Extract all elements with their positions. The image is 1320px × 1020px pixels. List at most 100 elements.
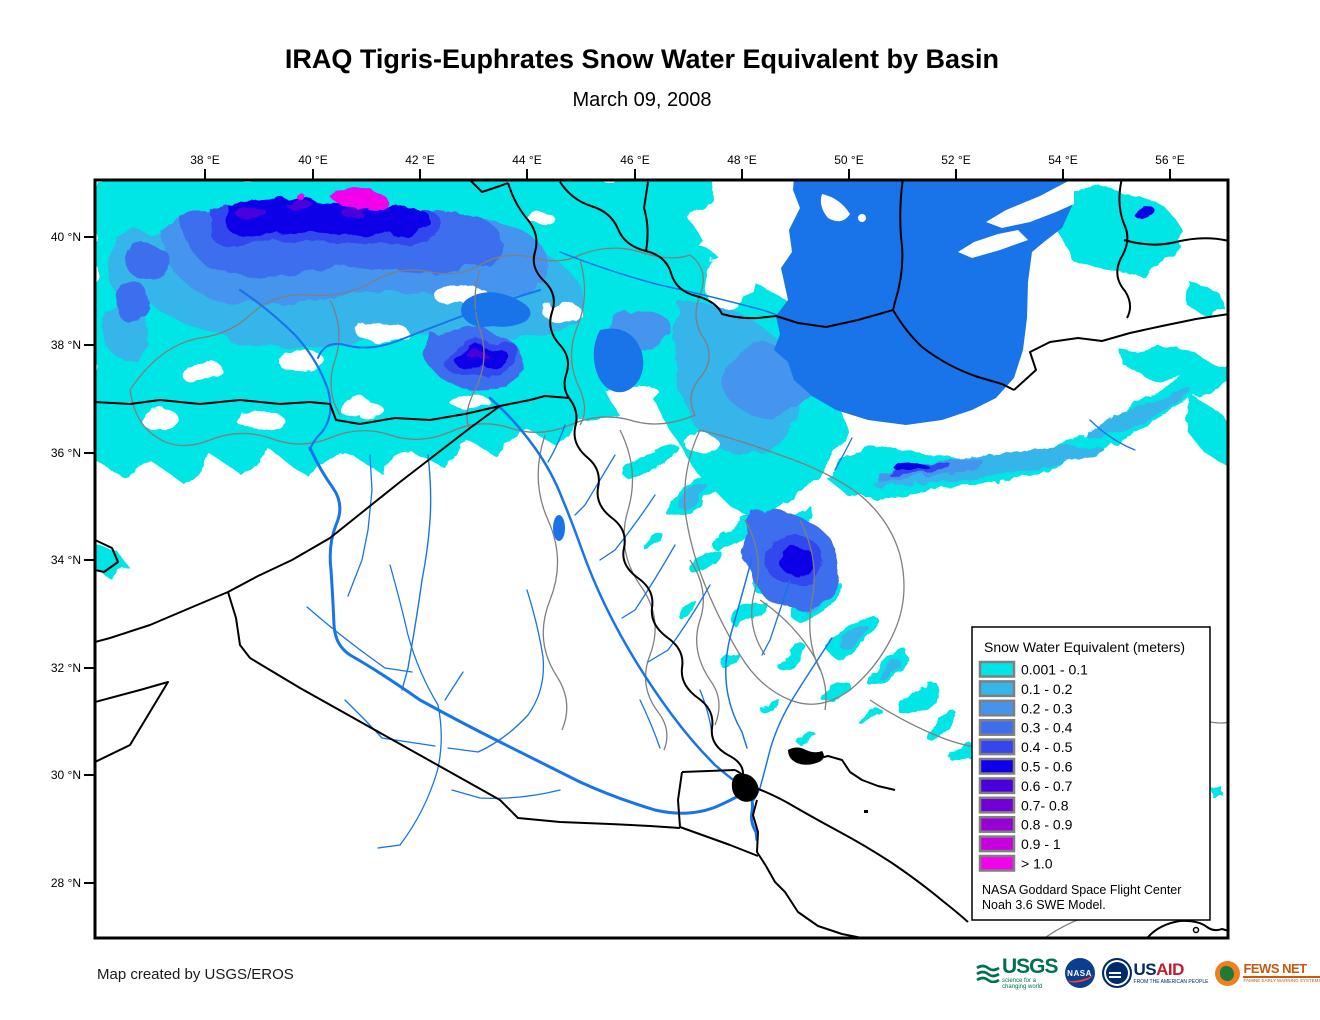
page-subtitle: March 09, 2008: [572, 89, 712, 111]
legend-title: Snow Water Equivalent (meters): [984, 639, 1185, 655]
diyala-river: [647, 584, 711, 663]
header: IRAQ Tigris-Euphrates Snow Water Equival…: [0, 44, 1284, 112]
legend-label: 0.1 - 0.2: [1021, 681, 1073, 697]
karkheh-river: [725, 557, 753, 749]
euphrates-river: [308, 446, 750, 815]
lon-tick-label: 40 °E: [298, 153, 327, 167]
legend-row: 0.4 - 0.5: [978, 738, 1073, 756]
tigris-river: [488, 396, 750, 792]
aras-river: [559, 251, 788, 321]
legend-swatch: [978, 660, 1016, 678]
lat-tick-label: 36 °N: [51, 446, 81, 460]
fewsnet-tagline: FAMINE EARLY WARNING SYSTEMS NETWORK: [1243, 978, 1320, 984]
legend-row: 0.2 - 0.3: [978, 699, 1073, 717]
legend-swatch: [978, 835, 1016, 853]
legend-swatch: [978, 854, 1016, 872]
usaid-text-block: USAID FROM THE AMERICAN PEOPLE: [1134, 961, 1209, 985]
lon-tick-label: 50 °E: [834, 153, 863, 167]
lon-tick-label: 44 °E: [512, 153, 541, 167]
nasa-meatball-icon: NASA: [1064, 958, 1095, 988]
caspian-border-1: [892, 181, 904, 311]
legend-label: 0.4 - 0.5: [1021, 739, 1073, 755]
legend-swatch: [978, 757, 1016, 775]
syria-iraq-border: [291, 405, 501, 561]
country-borders: [96, 181, 1227, 857]
legend-row: 0.5 - 0.6: [978, 757, 1073, 775]
legend-row: 0.6 - 0.7: [978, 777, 1073, 795]
usaid-logo: USAID FROM THE AMERICAN PEOPLE: [1101, 958, 1209, 988]
map-legend: Snow Water Equivalent (meters) 0.001 - 0…: [971, 626, 1211, 921]
lon-tick-label: 42 °E: [405, 153, 434, 167]
legend-swatch: [978, 815, 1016, 833]
lon-tick-label: 54 °E: [1048, 153, 1077, 167]
swe-layer-gt-1: [297, 188, 389, 210]
fewsnet-globe-icon: [1215, 960, 1241, 986]
page-title: IRAQ Tigris-Euphrates Snow Water Equival…: [284, 44, 1000, 74]
legend-row: 0.001 - 0.1: [978, 660, 1088, 678]
legend-row: 0.9 - 1: [978, 835, 1061, 853]
legend-row: 0.1 - 0.2: [978, 680, 1073, 698]
lake-van: [461, 292, 531, 327]
coastal-marshes: [731, 747, 868, 813]
legend-swatch: [978, 738, 1016, 756]
usaid-us-text: US: [1133, 960, 1157, 979]
lat-tick-label: 32 °N: [51, 661, 81, 675]
iraq-saudi-border: [249, 657, 681, 829]
legend-label: 0.8 - 0.9: [1021, 817, 1073, 833]
legend-swatch: [978, 718, 1016, 736]
lat-tick-label: 34 °N: [51, 553, 81, 567]
legend-row: 0.7- 0.8: [978, 796, 1069, 814]
legend-swatch: [978, 699, 1016, 717]
legend-label: 0.3 - 0.4: [1021, 720, 1073, 736]
map-author-credit: Map created by USGS/EROS: [97, 966, 294, 983]
legend-label: 0.5 - 0.6: [1021, 759, 1073, 775]
latitude-labels: 40 °N 38 °N 36 °N 34 °N 32 °N 30 °N 28 °…: [51, 230, 81, 890]
legend-credit-line1: NASA Goddard Space Flight Center: [982, 883, 1181, 897]
southern-wadi: [377, 564, 442, 849]
legend-row: 0.8 - 0.9: [978, 815, 1073, 833]
lat-tick-label: 38 °N: [51, 338, 81, 352]
usgs-wordmark: USGS: [1002, 955, 1059, 978]
usaid-wordmark: USAID: [1134, 961, 1209, 978]
usgs-tagline: science for a changing world: [1002, 978, 1043, 990]
legend-label: 0.7- 0.8: [1021, 797, 1069, 813]
usgs-waves-icon: [976, 964, 1000, 983]
nasa-wordmark: NASA: [1067, 968, 1092, 978]
khabur-river: [401, 454, 432, 691]
lat-tick-label: 40 °N: [51, 230, 81, 244]
latitude-ticks: [84, 236, 95, 884]
footer-logos: USGS science for a changing world NASA U…: [976, 950, 1320, 996]
lake-urmia: [593, 328, 644, 393]
upper-euphrates: [238, 288, 332, 452]
lon-tick-label: 46 °E: [620, 153, 649, 167]
nasa-logo: NASA: [1064, 958, 1095, 988]
gulf-island: [1192, 926, 1200, 934]
legend-row: > 1.0: [978, 854, 1053, 872]
legend-swatch: [978, 680, 1016, 698]
usaid-seal-icon: [1101, 958, 1132, 988]
legend-label: 0.2 - 0.3: [1021, 700, 1073, 716]
usaid-aid-text: AID: [1156, 960, 1184, 979]
legend-label: 0.6 - 0.7: [1021, 778, 1073, 794]
legend-swatch: [978, 796, 1016, 814]
balikh-river: [347, 454, 373, 597]
caucasus-borders: [559, 181, 777, 320]
lon-tick-label: 56 °E: [1155, 153, 1184, 167]
legend-swatch: [978, 777, 1016, 795]
usaid-tagline: FROM THE AMERICAN PEOPLE: [1133, 979, 1209, 985]
caspian-land-notches: [820, 181, 1074, 258]
lat-tick-label: 30 °N: [51, 768, 81, 782]
murat-river: [317, 289, 541, 359]
lon-tick-label: 52 °E: [941, 153, 970, 167]
fewsnet-wordmark: FEWS NET: [1243, 962, 1320, 979]
lake-tharthar: [553, 515, 565, 541]
lon-tick-label: 38 °E: [190, 153, 219, 167]
usgs-text-block: USGS science for a changing world: [1002, 955, 1059, 990]
kuwait-borders: [677, 769, 759, 857]
legend-label: > 1.0: [1021, 856, 1053, 872]
swe-layer-06-07: [236, 201, 486, 358]
legend-credit-line2: Noah 3.6 SWE Model.: [982, 898, 1106, 912]
jordan-borders: [96, 559, 293, 643]
